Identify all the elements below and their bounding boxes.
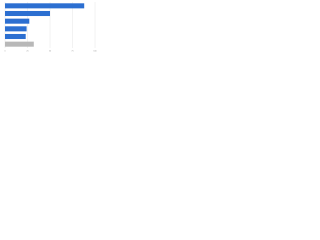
x-tick-label: 50 [49, 51, 52, 53]
x-tick-label: 100 [93, 51, 97, 53]
bar [5, 41, 34, 47]
bar [5, 10, 50, 17]
x-tick-label: 0 [4, 51, 6, 53]
x-tick-label: 75 [71, 51, 74, 53]
bar [5, 33, 26, 40]
bar [5, 3, 85, 9]
bar [5, 26, 27, 32]
chart: 0 25 50 75 100 [4, 2, 98, 53]
bar [5, 18, 30, 24]
x-tick-label: 25 [26, 51, 29, 53]
